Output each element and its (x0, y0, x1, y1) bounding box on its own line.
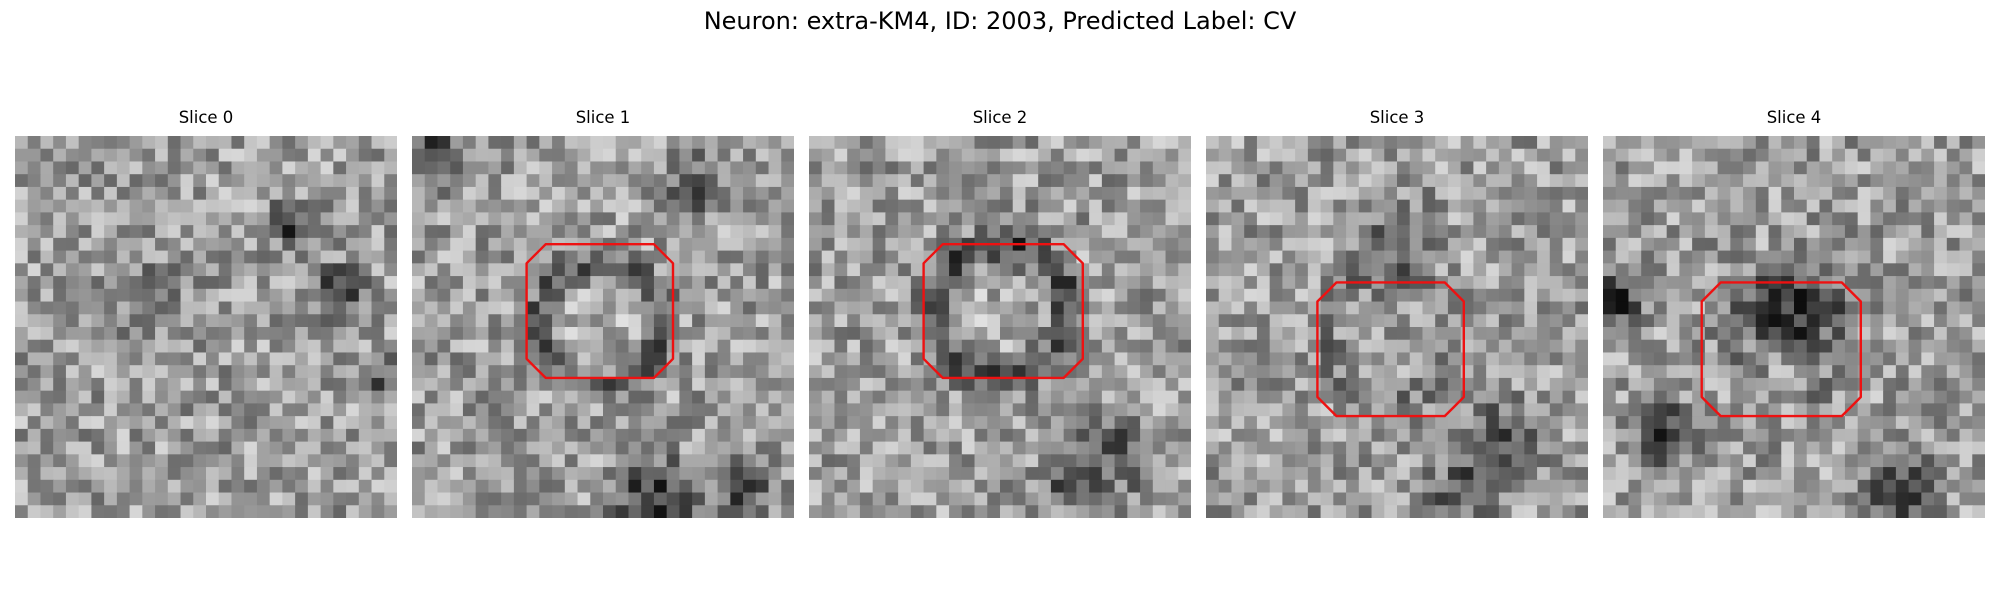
slice-panel-2: Slice 2 (809, 108, 1191, 518)
slice-image-4 (1603, 136, 1985, 518)
slice-panel-4: Slice 4 (1603, 108, 1985, 518)
predicted-contour-3 (1316, 281, 1465, 418)
slice-title-2: Slice 2 (972, 108, 1028, 127)
predicted-contour-2 (922, 242, 1084, 380)
slice-image-3 (1206, 136, 1588, 518)
slice-panel-3: Slice 3 (1206, 108, 1588, 518)
predicted-contour-1 (525, 242, 675, 380)
predicted-contour-4 (1700, 281, 1862, 418)
slice-image-0 (15, 136, 397, 518)
slice-title-0: Slice 0 (178, 108, 234, 127)
slice-panel-1: Slice 1 (412, 108, 794, 518)
slice-title-3: Slice 3 (1369, 108, 1425, 127)
figure-title: Neuron: extra-KM4, ID: 2003, Predicted L… (703, 7, 1297, 35)
slice-title-1: Slice 1 (575, 108, 631, 127)
slice-image-2 (809, 136, 1191, 518)
slice-image-1 (412, 136, 794, 518)
slice-title-4: Slice 4 (1766, 108, 1822, 127)
slice-panel-0: Slice 0 (15, 108, 397, 518)
